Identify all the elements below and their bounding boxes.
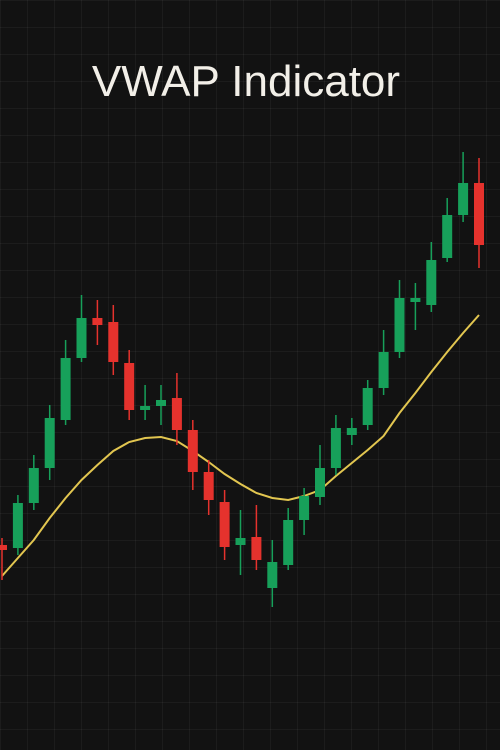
candle-body xyxy=(44,418,55,468)
candle-body xyxy=(28,468,39,503)
candle-body xyxy=(203,472,214,500)
candle-body xyxy=(315,468,325,497)
candle-body xyxy=(394,298,405,352)
candle-body xyxy=(346,428,357,435)
candle-body xyxy=(235,538,246,545)
candle-body xyxy=(156,400,166,406)
candle-body xyxy=(410,298,421,302)
candle-body xyxy=(362,388,373,425)
candle-body xyxy=(330,428,341,468)
candle-body xyxy=(108,322,119,362)
candle-body xyxy=(92,318,103,325)
candle-body xyxy=(140,406,151,410)
candle-body xyxy=(378,352,389,388)
candle-body xyxy=(426,260,437,305)
candle-body xyxy=(0,545,7,550)
candle-body xyxy=(283,520,294,565)
candle-body xyxy=(187,430,198,472)
candle-body xyxy=(267,562,278,588)
candle-body xyxy=(12,503,23,548)
candle-body xyxy=(442,215,453,258)
candle-body xyxy=(299,496,310,520)
vwap-line xyxy=(1,314,480,577)
candle-body xyxy=(124,363,135,410)
candle-body xyxy=(219,502,230,547)
candle-body xyxy=(458,183,469,215)
candle-body xyxy=(76,318,87,358)
candle-body xyxy=(60,358,71,420)
candle-body xyxy=(474,183,484,245)
candle-body xyxy=(171,398,182,430)
chart-title: VWAP Indicator xyxy=(92,57,400,106)
candle-body xyxy=(251,537,262,560)
